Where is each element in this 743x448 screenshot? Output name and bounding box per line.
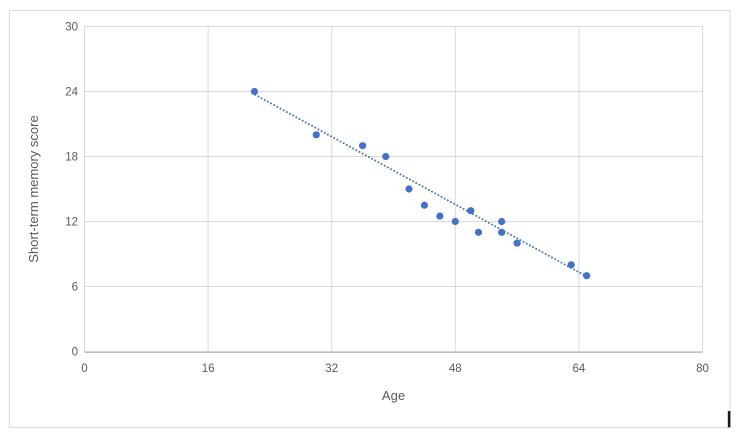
- y-tick-label: 12: [65, 217, 78, 229]
- x-axis-title: Age: [382, 388, 405, 403]
- x-tick-label: 80: [696, 363, 709, 375]
- y-tick-label: 24: [65, 87, 78, 99]
- gridlines: [84, 26, 703, 352]
- y-tick-label: 0: [72, 347, 78, 359]
- data-point: [567, 261, 575, 269]
- scatter-points: [250, 87, 591, 280]
- tick-labels: 0 6 12 18 24 30 0 16 32 48 64 80: [65, 22, 709, 376]
- data-point: [359, 142, 367, 150]
- x-tick-label: 32: [325, 363, 338, 375]
- data-point: [498, 228, 506, 236]
- data-point: [451, 217, 459, 226]
- trendline: [254, 93, 590, 279]
- data-point: [420, 201, 428, 209]
- data-point: [312, 131, 320, 139]
- data-point: [382, 152, 390, 161]
- y-tick-label: 6: [72, 282, 78, 294]
- y-tick-label: 18: [65, 152, 78, 164]
- data-point: [405, 185, 413, 193]
- x-tick-label: 48: [449, 363, 462, 375]
- y-axis-title: Short-term memory score: [26, 115, 41, 262]
- x-tick-label: 64: [573, 363, 586, 375]
- data-point: [474, 228, 483, 236]
- text-cursor-artifact: [727, 411, 731, 428]
- trendline-dotted: [254, 93, 590, 279]
- data-point: [250, 87, 259, 96]
- data-point: [513, 239, 521, 247]
- data-point: [498, 217, 506, 226]
- data-point: [467, 207, 475, 215]
- data-point: [436, 212, 444, 220]
- y-tick-label: 30: [65, 22, 78, 34]
- chart-frame: [9, 10, 731, 428]
- x-tick-label: 0: [81, 363, 87, 375]
- x-tick-label: 16: [202, 363, 215, 375]
